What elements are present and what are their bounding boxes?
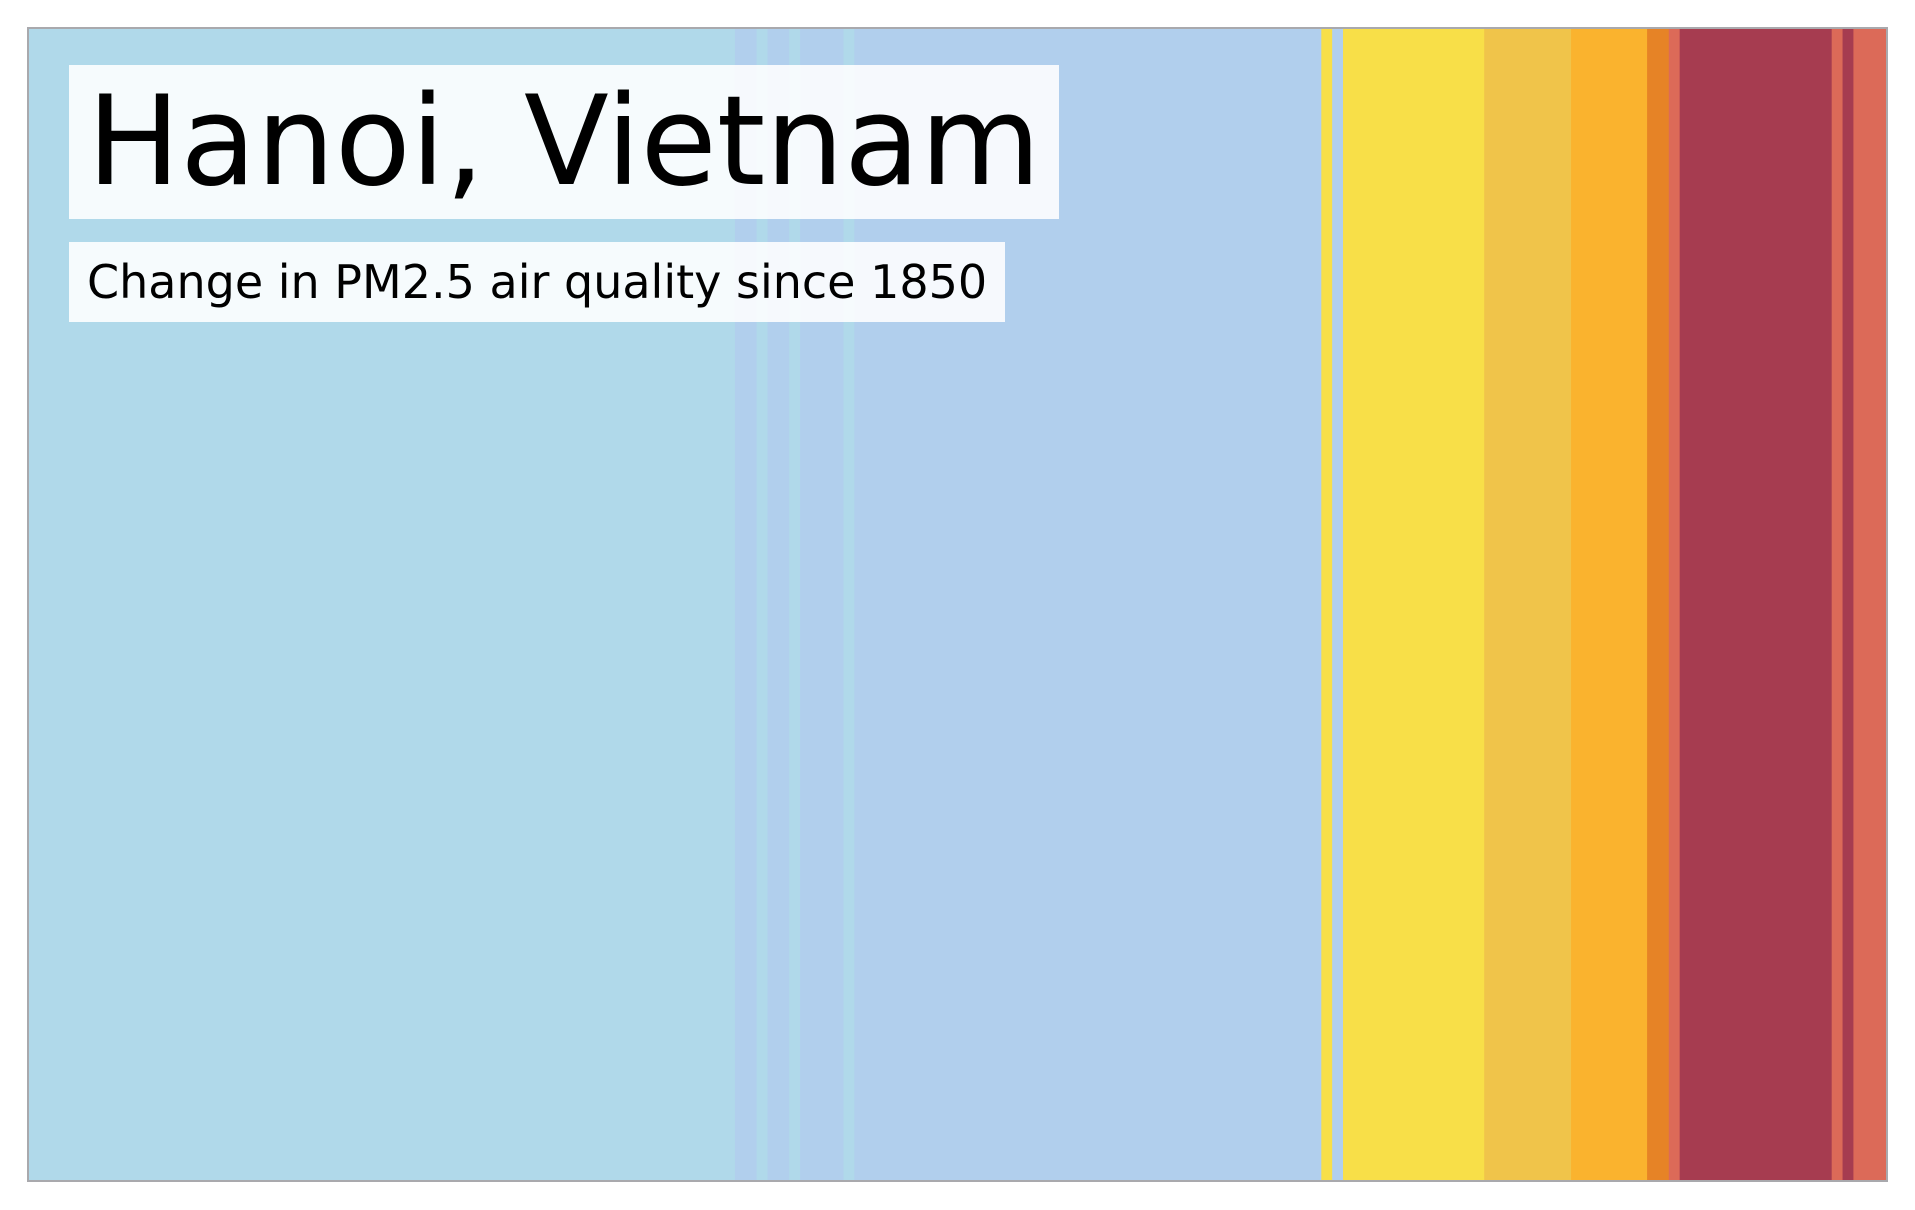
warming-stripes-chart: Hanoi, Vietnam Change in PM2.5 air quali… xyxy=(27,27,1888,1182)
stripe-1925-1926 xyxy=(843,29,855,1180)
stripe-1920-1921 xyxy=(789,29,801,1180)
stripes-plot xyxy=(29,29,1886,1180)
stripe-2016-2017 xyxy=(1831,29,1844,1180)
stripe-2002-2016 xyxy=(1679,29,1833,1180)
chart-title: Hanoi, Vietnam xyxy=(87,70,1041,214)
stripe-1984-1992 xyxy=(1484,29,1572,1180)
chart-subtitle: Change in PM2.5 air quality since 1850 xyxy=(87,255,988,309)
chart-subtitle-box: Change in PM2.5 air quality since 1850 xyxy=(69,242,1006,322)
stripe-1850-1915 xyxy=(29,29,736,1180)
stripe-1921-1925 xyxy=(800,29,844,1180)
stripe-1926-1969 xyxy=(854,29,1322,1180)
stripe-1971-1984 xyxy=(1343,29,1485,1180)
stripe-1970-1971 xyxy=(1332,29,1344,1180)
stripe-2017-2018 xyxy=(1842,29,1854,1180)
stripe-1969-1970 xyxy=(1321,29,1333,1180)
stripe-2018-2021 xyxy=(1853,29,1886,1180)
stripe-1999-2001 xyxy=(1647,29,1670,1180)
stripe-2001-2002 xyxy=(1668,29,1681,1180)
stripe-1992-1999 xyxy=(1571,29,1648,1180)
stripe-1917-1918 xyxy=(756,29,768,1180)
chart-title-box: Hanoi, Vietnam xyxy=(69,65,1059,219)
